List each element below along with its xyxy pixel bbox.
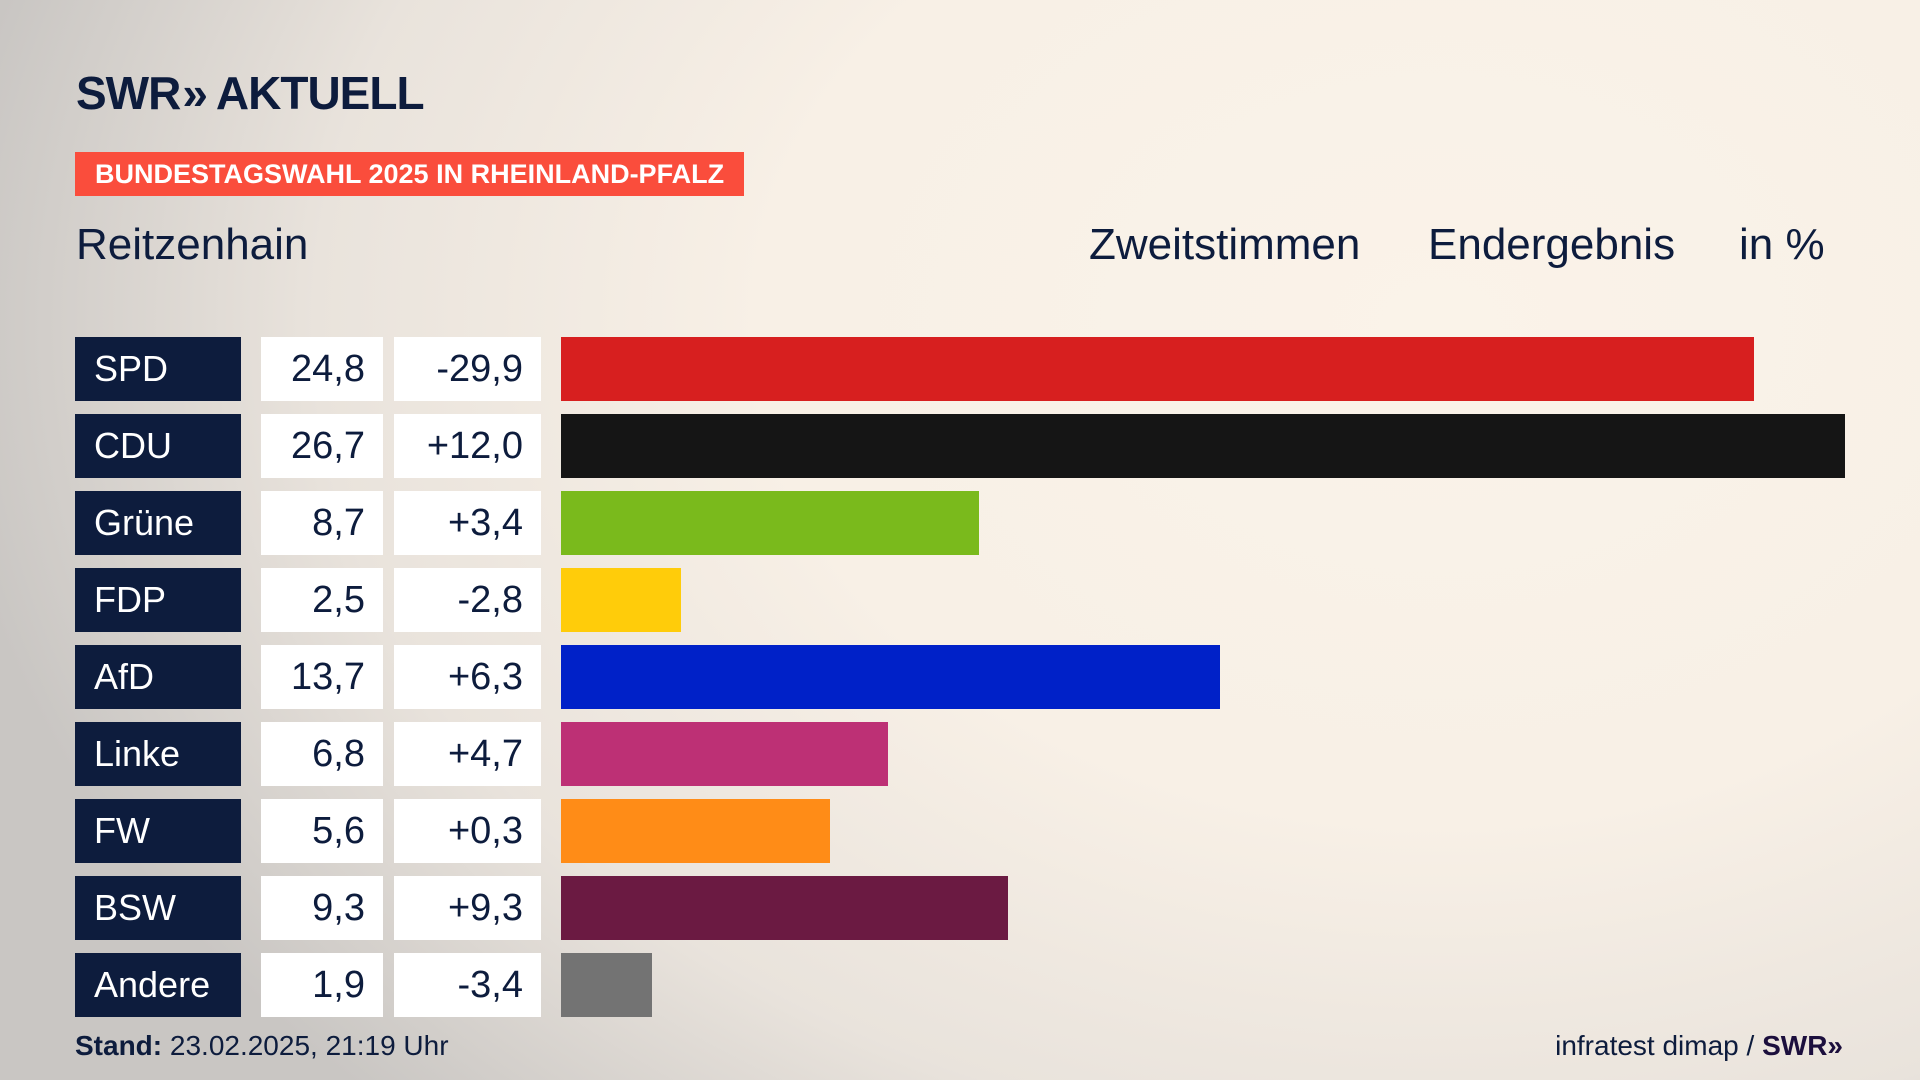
status-label: Endergebnis	[1428, 220, 1676, 269]
swr-aktuell-logo: SWR» AKTUELL	[76, 67, 425, 119]
value-label: 6,8	[261, 722, 383, 786]
diff-label: -3,4	[394, 953, 541, 1017]
source-text: infratest dimap /	[1555, 1030, 1755, 1061]
timestamp: Stand: 23.02.2025, 21:19 Uhr	[75, 1030, 449, 1062]
diff-label: +3,4	[394, 491, 541, 555]
diff-label: +4,7	[394, 722, 541, 786]
value-label: 5,6	[261, 799, 383, 863]
result-row-bsw: BSW 9,3 +9,3	[0, 876, 1920, 940]
value-label: 24,8	[261, 337, 383, 401]
result-row-cdu: CDU 26,7 +12,0	[0, 414, 1920, 478]
diff-label: -2,8	[394, 568, 541, 632]
party-label: AfD	[75, 645, 241, 709]
value-label: 9,3	[261, 876, 383, 940]
diff-label: +9,3	[394, 876, 541, 940]
party-label: BSW	[75, 876, 241, 940]
bar-fw	[561, 799, 831, 863]
party-label: SPD	[75, 337, 241, 401]
logo-chevrons-icon: »	[182, 67, 207, 119]
source-credit: infratest dimap / SWR»	[1555, 1030, 1843, 1062]
logo-name: AKTUELL	[215, 67, 425, 119]
bar-bsw	[561, 876, 1009, 940]
value-label: 13,7	[261, 645, 383, 709]
result-row-grüne: Grüne 8,7 +3,4	[0, 491, 1920, 555]
stand-label: Stand:	[75, 1030, 163, 1061]
value-label: 1,9	[261, 953, 383, 1017]
value-label: 2,5	[261, 568, 383, 632]
bar-andere	[561, 953, 653, 1017]
party-label: Grüne	[75, 491, 241, 555]
vote-type-label: Zweitstimmen	[1089, 220, 1361, 269]
party-label: FW	[75, 799, 241, 863]
source-brand: SWR»	[1762, 1030, 1843, 1061]
bar-linke	[561, 722, 888, 786]
party-label: FDP	[75, 568, 241, 632]
result-row-fdp: FDP 2,5 -2,8	[0, 568, 1920, 632]
diff-label: -29,9	[394, 337, 541, 401]
bar-spd	[561, 337, 1754, 401]
logo-brand: SWR	[76, 67, 181, 119]
party-label: Linke	[75, 722, 241, 786]
region-title: Reitzenhain	[76, 220, 309, 269]
diff-label: +0,3	[394, 799, 541, 863]
result-row-afd: AfD 13,7 +6,3	[0, 645, 1920, 709]
diff-label: +6,3	[394, 645, 541, 709]
result-row-linke: Linke 6,8 +4,7	[0, 722, 1920, 786]
unit-label: in %	[1739, 220, 1825, 269]
result-row-fw: FW 5,6 +0,3	[0, 799, 1920, 863]
result-row-andere: Andere 1,9 -3,4	[0, 953, 1920, 1017]
result-row-spd: SPD 24,8 -29,9	[0, 337, 1920, 401]
party-label: CDU	[75, 414, 241, 478]
party-label: Andere	[75, 953, 241, 1017]
bar-cdu	[561, 414, 1845, 478]
stand-value: 23.02.2025, 21:19 Uhr	[169, 1030, 449, 1061]
bar-grüne	[561, 491, 980, 555]
bar-fdp	[561, 568, 682, 632]
bar-afd	[561, 645, 1220, 709]
diff-label: +12,0	[394, 414, 541, 478]
value-label: 8,7	[261, 491, 383, 555]
value-label: 26,7	[261, 414, 383, 478]
election-banner: BUNDESTAGSWAHL 2025 IN RHEINLAND-PFALZ	[75, 152, 745, 196]
